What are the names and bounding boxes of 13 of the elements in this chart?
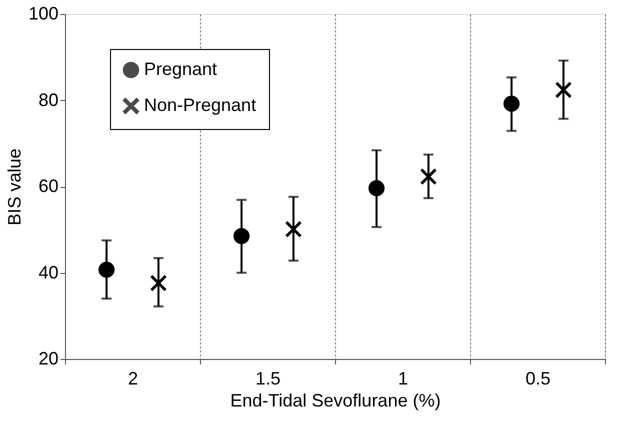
x-axis-title: End-Tidal Sevoflurane (%) [230, 390, 441, 410]
x-tick-label: 1.5 [255, 368, 281, 388]
y-tick-label: 40 [38, 262, 58, 282]
y-tick-label: 20 [38, 348, 58, 368]
y-tick-label: 60 [38, 176, 58, 196]
y-tick-label: 100 [28, 4, 58, 24]
y-axis-title: BIS value [4, 148, 24, 226]
x-tick-label: 0.5 [525, 368, 551, 388]
legend-label: Non-Pregnant [144, 95, 256, 115]
legend-label: Pregnant [144, 59, 218, 79]
x-tick-label: 2 [128, 368, 138, 388]
y-tick-label: 80 [38, 90, 58, 110]
x-tick-label: 1 [398, 368, 408, 388]
